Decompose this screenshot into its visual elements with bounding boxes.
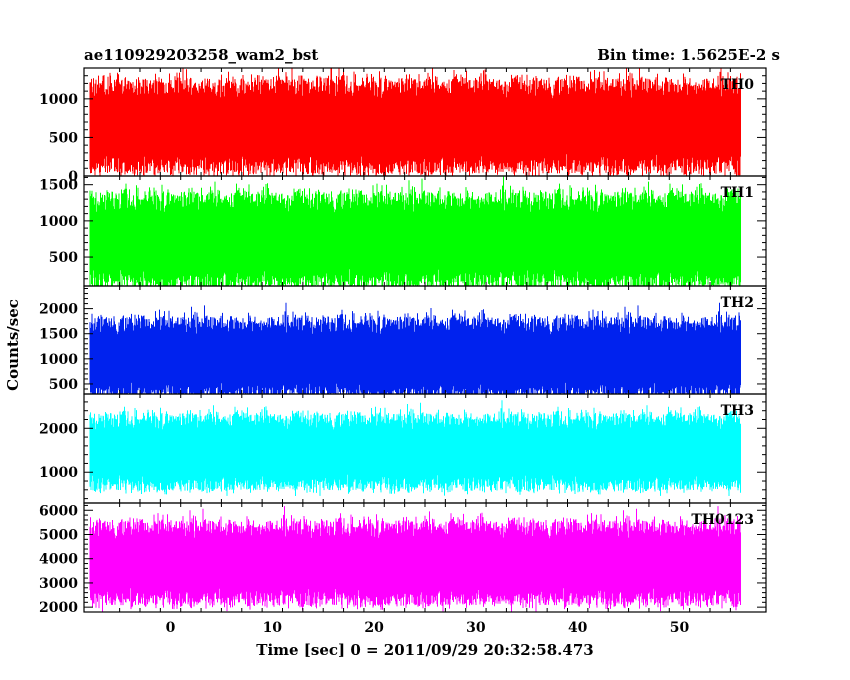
x-tick-label: 0 xyxy=(166,620,176,636)
panel-label-th0: TH0 xyxy=(721,77,755,93)
y-tick-label: 4000 xyxy=(39,552,78,568)
panel-th0123: 2000 3000 4000 5000 6000 TH0123 xyxy=(39,502,767,616)
panels-group: 0 500 1000 TH0 500 1000 1500 TH1 500 1000 1500 2000… xyxy=(39,67,767,616)
y-tick-label: 2000 xyxy=(39,600,78,616)
x-tick-label: 20 xyxy=(364,620,384,636)
series-th3 xyxy=(89,400,741,496)
y-tick-label: 0 xyxy=(68,169,78,185)
y-tick-label: 6000 xyxy=(39,503,78,519)
y-tick-label: 5000 xyxy=(39,527,78,543)
y-tick-label: 1000 xyxy=(39,465,78,481)
y-axis-title: Counts/sec xyxy=(4,299,22,391)
x-tick-label: 10 xyxy=(263,620,283,636)
series-th2 xyxy=(89,302,741,394)
panel-label-th0123: TH0123 xyxy=(691,512,754,528)
x-axis: 0 10 20 30 40 50 xyxy=(166,620,690,636)
panel-label-th3: TH3 xyxy=(721,403,754,419)
y-tick-label: 3000 xyxy=(39,576,78,592)
y-tick-label: 1500 xyxy=(39,178,78,194)
x-tick-label: 40 xyxy=(568,620,588,636)
panel-label-th2: TH2 xyxy=(721,295,754,311)
panel-th0: 0 500 1000 TH0 xyxy=(39,67,767,185)
panel-label-th1: TH1 xyxy=(721,185,754,201)
panel-th3: 1000 2000 TH3 xyxy=(39,393,767,504)
y-tick-label: 1000 xyxy=(39,92,78,108)
y-tick-label: 500 xyxy=(49,250,78,266)
series-th1 xyxy=(89,176,741,286)
series-th0 xyxy=(89,68,741,176)
series-th0123 xyxy=(89,506,741,612)
y-tick-label: 500 xyxy=(49,377,78,393)
x-axis-title: Time [sec] 0 = 2011/09/29 20:32:58.473 xyxy=(256,641,593,659)
y-tick-label: 1000 xyxy=(39,214,78,230)
bin-time-label: Bin time: 1.5625E-2 s xyxy=(597,46,780,64)
panel-th1: 500 1000 1500 TH1 xyxy=(39,175,767,287)
y-tick-label: 2000 xyxy=(39,302,78,318)
y-tick-label: 1000 xyxy=(39,352,78,368)
panel-th2: 500 1000 1500 2000 TH2 xyxy=(39,285,767,395)
y-tick-label: 500 xyxy=(49,130,78,146)
chart-title: ae110929203258_wam2_bst xyxy=(84,46,318,64)
x-tick-label: 50 xyxy=(670,620,690,636)
x-tick-label: 30 xyxy=(466,620,486,636)
y-tick-label: 2000 xyxy=(39,421,78,437)
y-tick-label: 1500 xyxy=(39,327,78,343)
